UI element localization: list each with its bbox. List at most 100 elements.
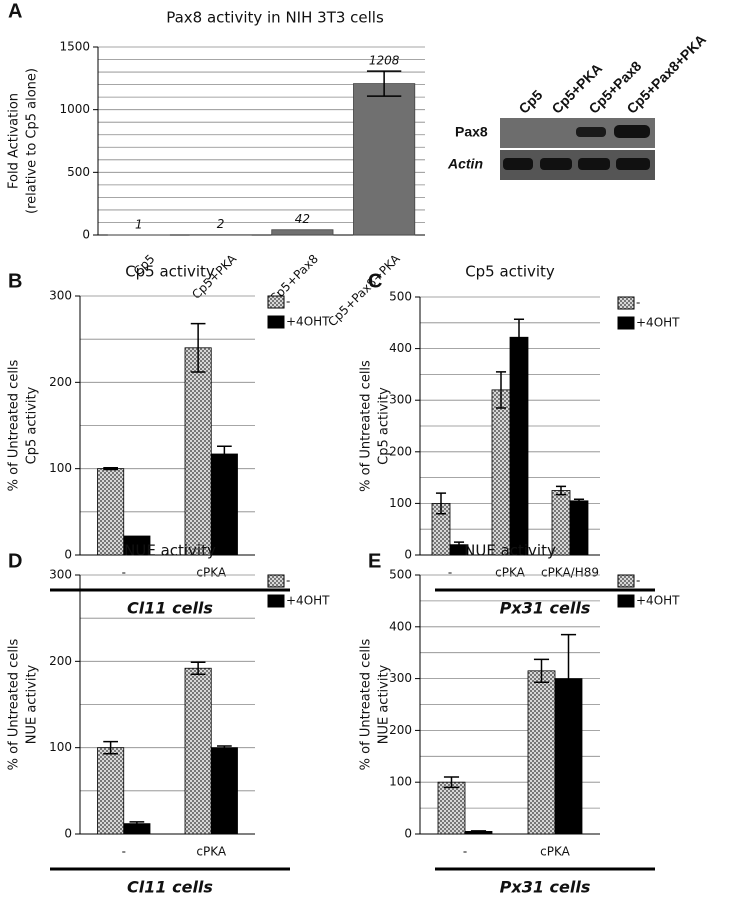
legend-swatch — [267, 315, 285, 329]
y-tick-label: 200 — [49, 375, 72, 389]
y-tick-label: 500 — [389, 568, 412, 582]
x-tick-label: cPKA — [196, 566, 226, 580]
y-axis-label: Cp5 activity — [377, 387, 392, 465]
chart-title: NUE activity — [464, 542, 556, 560]
x-axis-label: Px31 cells — [500, 878, 591, 897]
x-tick-label: - — [463, 845, 467, 859]
y-axis-label: % of Untreated cells — [7, 359, 22, 491]
bar — [509, 336, 529, 556]
y-tick-label: 200 — [389, 444, 412, 458]
data-label: 42 — [295, 212, 310, 226]
legend-label: +4OHT — [636, 316, 680, 330]
blot-lane-label: Cp5 — [515, 87, 545, 117]
chart-title: NUE activity — [124, 542, 216, 560]
legend-label: +4OHT — [636, 594, 680, 608]
chart-title: Pax8 activity in NIH 3T3 cells — [166, 9, 384, 27]
panel-label: B — [8, 270, 22, 292]
bar — [527, 670, 556, 835]
x-axis-label: Cl11 cells — [127, 878, 213, 897]
x-tick-label: cPKA — [495, 566, 525, 580]
y-axis-label: Fold Activation — [7, 93, 22, 189]
legend-label: - — [286, 295, 290, 309]
error-bar — [103, 740, 118, 755]
blot-band — [616, 158, 650, 170]
y-tick-label: 0 — [404, 827, 412, 841]
legend-label: - — [636, 296, 640, 310]
y-tick-label: 200 — [389, 723, 412, 737]
bar — [353, 83, 416, 236]
bar — [184, 347, 212, 556]
legend-label: - — [636, 574, 640, 588]
y-tick-label: 100 — [49, 461, 72, 475]
data-label: 2 — [217, 217, 225, 231]
y-tick-label: 1500 — [59, 40, 90, 54]
y-axis-label: % of Untreated cells — [359, 638, 374, 770]
legend-swatch — [617, 296, 635, 310]
bar — [184, 667, 212, 835]
bar — [210, 747, 238, 835]
x-tick-label: - — [122, 566, 126, 580]
y-axis-label: NUE activity — [377, 664, 392, 744]
y-axis-label: (relative to Cp5 alone) — [25, 68, 40, 214]
y-axis-label: NUE activity — [25, 664, 40, 744]
error-bar — [190, 661, 206, 676]
panel-label: D — [8, 550, 22, 572]
legend-swatch — [267, 594, 285, 608]
bar — [569, 500, 589, 556]
y-axis-label: % of Untreated cells — [359, 360, 374, 492]
blot-band — [540, 158, 572, 170]
panel-label: A — [8, 0, 22, 22]
x-axis-label: Cl11 cells — [127, 599, 213, 618]
error-bar — [103, 467, 118, 471]
y-axis-label: % of Untreated cells — [7, 638, 22, 770]
panel-label: E — [368, 550, 381, 572]
error-bar — [555, 485, 567, 496]
y-tick-label: 0 — [64, 548, 72, 562]
y-tick-label: 100 — [389, 775, 412, 789]
error-bar — [573, 498, 585, 504]
y-tick-label: 300 — [389, 393, 412, 407]
error-bar — [435, 492, 447, 515]
x-tick-label: cPKA — [196, 845, 226, 859]
legend-swatch — [617, 316, 635, 330]
western-blot: Pax8 Actin Cp5 Cp5+PKA Cp5+Pax8 Cp5+Pax8… — [447, 31, 709, 180]
bar — [437, 781, 466, 835]
y-tick-label: 400 — [389, 341, 412, 355]
legend-label: +4OHT — [286, 594, 330, 608]
x-tick-label: - — [122, 845, 126, 859]
legend-swatch — [267, 295, 285, 309]
y-tick-label: 300 — [49, 289, 72, 303]
legend-swatch — [267, 574, 285, 588]
error-bar — [495, 371, 507, 409]
data-label: 1 — [135, 217, 143, 231]
x-tick-label: cPKA/H89 — [541, 566, 599, 580]
bar — [271, 229, 334, 236]
legend-label: - — [286, 574, 290, 588]
data-label: 1208 — [369, 54, 400, 68]
blot-row-label: Pax8 — [455, 124, 488, 140]
y-tick-label: 100 — [49, 740, 72, 754]
y-tick-label: 0 — [404, 548, 412, 562]
y-tick-label: 200 — [49, 654, 72, 668]
bar — [491, 389, 511, 556]
blot-band — [578, 158, 610, 170]
bar — [97, 468, 125, 556]
error-bar — [560, 633, 577, 724]
y-tick-label: 0 — [82, 228, 90, 242]
error-bar — [470, 830, 487, 833]
error-bar — [513, 318, 525, 357]
blot-band — [614, 125, 650, 138]
y-tick-label: 400 — [389, 619, 412, 633]
y-tick-label: 500 — [389, 290, 412, 304]
error-bar — [190, 322, 206, 373]
bar — [97, 747, 125, 835]
error-bar — [129, 821, 145, 827]
error-bar — [217, 745, 232, 751]
bar — [210, 453, 238, 556]
blot-row-label: Actin — [447, 156, 483, 172]
y-tick-label: 300 — [49, 568, 72, 582]
y-tick-label: 500 — [67, 165, 90, 179]
error-bar — [443, 776, 460, 789]
error-bar — [217, 445, 232, 463]
